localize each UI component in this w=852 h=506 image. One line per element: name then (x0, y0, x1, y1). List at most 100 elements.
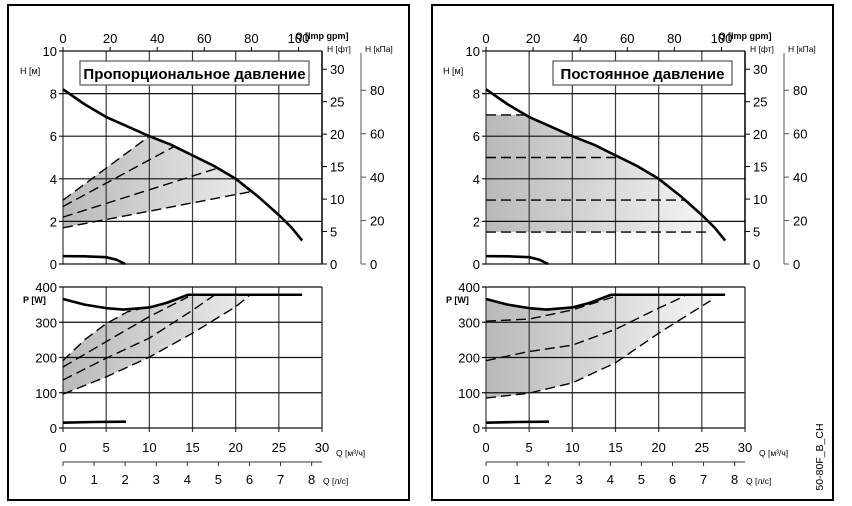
ft-axis-label: H [фт] (750, 44, 774, 54)
power-y-tick-label: 400 (458, 280, 480, 295)
ft-tick-label: 5 (330, 225, 337, 240)
head-y-tick-label: 0 (50, 257, 57, 272)
power-y-tick-label: 300 (35, 315, 57, 330)
kpa-tick-label: 40 (793, 170, 807, 185)
gpm-tick-label: 100 (711, 31, 733, 46)
ft-tick-label: 30 (753, 62, 767, 77)
kpa-tick-label: 80 (370, 83, 384, 98)
gpm-axis-label: Q [Imp gpm] (719, 31, 772, 41)
flow-tick-label: 5 (526, 440, 533, 455)
flow-ls-tick-label: 4 (184, 472, 191, 487)
flow-tick-label: 20 (651, 440, 665, 455)
head-control-curve-1 (62, 135, 150, 201)
flow-tick-label: 20 (228, 440, 242, 455)
power-control-curve-3 (62, 294, 216, 381)
head-axis-label: H [м] (20, 66, 40, 76)
ft-tick-label: 30 (330, 62, 344, 77)
gpm-tick-label: 60 (197, 31, 211, 46)
gpm-tick-label: 20 (526, 31, 540, 46)
chart-title: Пропорциональное давление (83, 66, 305, 83)
ft-tick-label: 15 (753, 160, 767, 175)
panel-border (431, 4, 834, 501)
head-y-tick-label: 6 (50, 129, 57, 144)
title-box (79, 60, 310, 86)
flow-ls-tick-label: 2 (545, 472, 552, 487)
power-y-tick-label: 200 (458, 351, 480, 366)
ft-tick-label: 0 (330, 257, 337, 272)
ft-tick-label: 10 (330, 192, 344, 207)
head-max-curve (485, 88, 727, 242)
flow-tick-label: 10 (565, 440, 579, 455)
ft-tick-label: 25 (330, 95, 344, 110)
flow-ls-tick-label: 7 (700, 472, 707, 487)
flow-ls-tick-label: 3 (576, 472, 583, 487)
power-y-tick-label: 0 (50, 421, 57, 436)
flow-ls-tick-label: 5 (638, 472, 645, 487)
head-y-tick-label: 6 (473, 129, 480, 144)
flow-tick-label: 15 (608, 440, 622, 455)
flow-ls-tick-label: 2 (122, 472, 129, 487)
head-y-tick-label: 8 (473, 87, 480, 102)
flow-ls-tick-label: 7 (277, 472, 284, 487)
ft-tick-label: 20 (330, 127, 344, 142)
power-max-curve (62, 293, 303, 311)
gpm-tick-label: 40 (150, 31, 164, 46)
power-axis-label: P [W] (446, 295, 469, 305)
ft-tick-label: 20 (753, 127, 767, 142)
head-y-tick-label: 2 (50, 214, 57, 229)
head-y-tick-label: 4 (473, 172, 480, 187)
gpm-tick-label: 60 (620, 31, 634, 46)
flow-ls-axis-label: Q [л/с] (746, 476, 771, 486)
kpa-axis-label: H [кПа] (365, 44, 393, 54)
power-min-curve (62, 420, 127, 425)
head-axis-label: H [м] (443, 66, 463, 76)
title-box (552, 60, 733, 86)
head-y-tick-label: 0 (473, 257, 480, 272)
power-y-tick-label: 100 (35, 386, 57, 401)
flow-ls-tick-label: 0 (59, 472, 66, 487)
kpa-tick-label: 0 (370, 257, 377, 272)
flow-ls-axis-label: Q [л/с] (323, 476, 348, 486)
power-control-curve-1 (62, 306, 150, 362)
head-min-curve (62, 254, 126, 266)
flow-axis-label: Q [м³/ч] (336, 448, 365, 458)
kpa-tick-label: 60 (370, 127, 384, 142)
head-operating-area (486, 114, 711, 233)
flow-ls-tick-label: 6 (669, 472, 676, 487)
flow-ls-tick-label: 8 (731, 472, 738, 487)
ft-axis-label: H [фт] (327, 44, 351, 54)
head-y-tick-label: 2 (473, 214, 480, 229)
head-control-curve-4 (62, 190, 252, 229)
gpm-tick-label: 80 (667, 31, 681, 46)
kpa-tick-label: 60 (793, 127, 807, 142)
flow-tick-label: 30 (315, 440, 329, 455)
flow-ls-tick-label: 1 (90, 472, 97, 487)
kpa-tick-label: 0 (793, 257, 800, 272)
head-max-curve (62, 88, 304, 242)
gpm-tick-label: 0 (482, 31, 489, 46)
power-control-curve-a (485, 296, 614, 322)
head-control-curve-2 (62, 146, 174, 208)
gpm-tick-label: 40 (573, 31, 587, 46)
power-operating-area (63, 294, 251, 395)
power-y-tick-label: 400 (35, 280, 57, 295)
power-control-curve-b (485, 295, 685, 362)
flow-ls-tick-label: 4 (607, 472, 614, 487)
flow-ls-tick-label: 0 (482, 472, 489, 487)
kpa-tick-label: 20 (793, 214, 807, 229)
kpa-tick-label: 80 (793, 83, 807, 98)
kpa-tick-label: 40 (370, 170, 384, 185)
flow-tick-label: 25 (695, 440, 709, 455)
power-y-tick-label: 300 (458, 315, 480, 330)
power-control-curve-c (485, 300, 711, 399)
head-min-curve (485, 254, 549, 266)
head-y-tick-label: 4 (50, 172, 57, 187)
flow-ls-tick-label: 3 (153, 472, 160, 487)
gpm-tick-label: 0 (59, 31, 66, 46)
kpa-tick-label: 20 (370, 214, 384, 229)
flow-tick-label: 0 (59, 440, 66, 455)
gpm-axis-label: Q [Imp gpm] (296, 31, 349, 41)
ft-tick-label: 5 (753, 225, 760, 240)
